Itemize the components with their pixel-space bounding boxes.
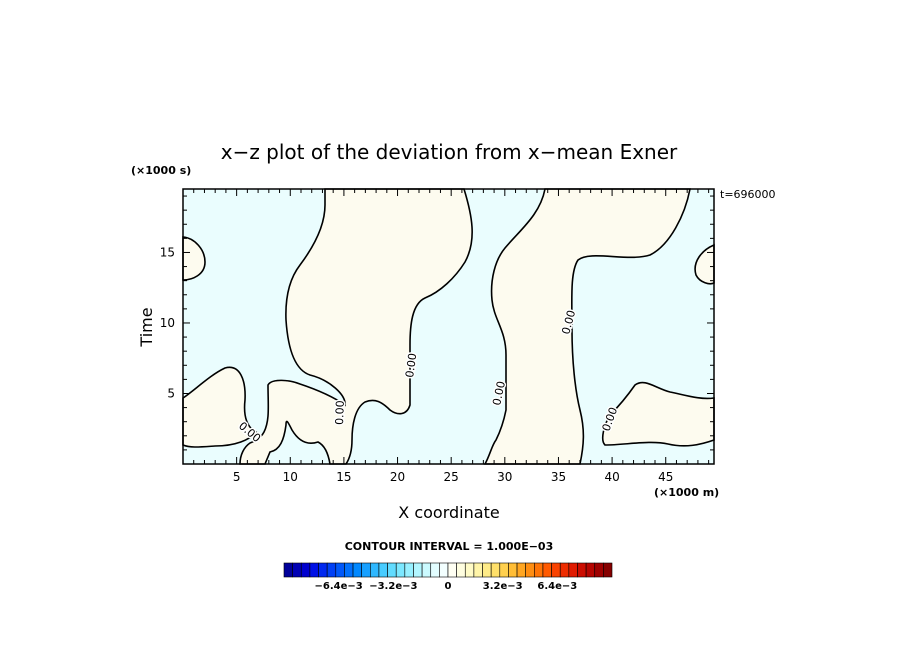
x-tick-label: 30 bbox=[497, 470, 512, 484]
colorbar-tick-label: −3.2e−3 bbox=[369, 581, 417, 592]
positive-region-right-top bbox=[694, 243, 715, 285]
contour-label: 0.00 bbox=[403, 352, 419, 378]
timestamp-label: t=696000 bbox=[720, 188, 776, 201]
colorbar-swatch bbox=[404, 562, 414, 578]
x-axis-ticks: 5 10 15 20 25 30 35 40 45 bbox=[193, 189, 710, 484]
x-tick-label: 35 bbox=[551, 470, 566, 484]
colorbar-swatch bbox=[378, 562, 388, 578]
colorbar-swatch bbox=[516, 562, 526, 578]
colorbar-swatch bbox=[447, 562, 457, 578]
colorbar-swatch bbox=[318, 562, 328, 578]
colorbar-swatch bbox=[309, 562, 319, 578]
contour-label: 0.00 bbox=[333, 400, 347, 425]
colorbar-swatch bbox=[413, 562, 423, 578]
colorbar-tick-label: 3.2e−3 bbox=[483, 581, 523, 592]
colorbar-swatch bbox=[508, 562, 518, 578]
colorbar-swatch bbox=[352, 562, 362, 578]
colorbar-tick-label: −6.4e−3 bbox=[315, 581, 363, 592]
positive-region-middle bbox=[483, 188, 691, 465]
colorbar-swatch bbox=[439, 562, 449, 578]
x-unit-label: (×1000 m) bbox=[654, 486, 719, 499]
colorbar-tick-label: 0 bbox=[445, 581, 452, 592]
y-tick-label: 5 bbox=[167, 386, 175, 400]
positive-region-bottom-right bbox=[602, 381, 715, 447]
colorbar-swatch bbox=[456, 562, 466, 578]
colorbar-swatch bbox=[603, 562, 613, 578]
x-tick-label: 45 bbox=[658, 470, 673, 484]
colorbar-swatch bbox=[370, 562, 380, 578]
colorbar-swatch bbox=[292, 562, 302, 578]
chart-title: x−z plot of the deviation from x−mean Ex… bbox=[221, 140, 678, 164]
colorbar-swatch bbox=[499, 562, 509, 578]
colorbar-swatch bbox=[361, 562, 371, 578]
colorbar-swatch bbox=[300, 562, 311, 578]
colorbar-swatch bbox=[326, 562, 337, 578]
positive-region-left bbox=[239, 188, 473, 465]
colorbar-swatch bbox=[525, 562, 535, 578]
colorbar-tick-label: 6.4e−3 bbox=[537, 581, 577, 592]
colorbar: −6.4e−3 −3.2e−3 0 3.2e−3 6.4e−3 bbox=[283, 562, 613, 592]
colorbar-swatch bbox=[551, 562, 561, 578]
plot-area: 0.00 0.00 0.00 0.00 0.00 0.00 5 10 15 20 25 3… bbox=[160, 188, 715, 484]
x-tick-label: 15 bbox=[336, 470, 351, 484]
contour-interval-text: CONTOUR INTERVAL = 1.000E−03 bbox=[345, 540, 554, 553]
y-unit-label: (×1000 s) bbox=[131, 164, 191, 177]
colorbar-swatch bbox=[542, 562, 552, 578]
colorbar-swatch bbox=[344, 562, 354, 578]
y-axis-label: Time bbox=[137, 307, 156, 347]
colorbar-swatch bbox=[395, 562, 406, 578]
x-tick-label: 25 bbox=[444, 470, 459, 484]
x-tick-label: 20 bbox=[390, 470, 405, 484]
colorbar-swatch bbox=[464, 562, 475, 578]
x-axis-label: X coordinate bbox=[398, 503, 499, 522]
y-axis-ticks: 5 10 15 bbox=[160, 195, 714, 451]
colorbar-swatch bbox=[283, 562, 293, 578]
plot-frame bbox=[182, 188, 715, 465]
colorbar-swatch bbox=[490, 562, 501, 578]
positive-region-left-top bbox=[182, 236, 206, 281]
colorbar-swatch bbox=[482, 562, 492, 578]
y-tick-label: 10 bbox=[160, 316, 175, 330]
colorbar-swatch bbox=[473, 562, 483, 578]
colorbar-swatch bbox=[430, 562, 440, 578]
colorbar-swatch bbox=[534, 562, 544, 578]
x-tick-label: 5 bbox=[233, 470, 241, 484]
colorbar-swatch bbox=[421, 562, 432, 578]
positive-region-bottom-left bbox=[182, 366, 258, 448]
colorbar-swatch bbox=[335, 562, 345, 578]
colorbar-swatch bbox=[387, 562, 397, 578]
colorbar-swatch bbox=[577, 562, 587, 578]
x-tick-label: 40 bbox=[604, 470, 619, 484]
colorbar-swatch bbox=[594, 562, 604, 578]
colorbar-swatch bbox=[585, 562, 596, 578]
x-tick-label: 10 bbox=[283, 470, 298, 484]
y-tick-label: 15 bbox=[160, 245, 175, 259]
colorbar-swatch bbox=[568, 562, 578, 578]
colorbar-swatch bbox=[559, 562, 570, 578]
